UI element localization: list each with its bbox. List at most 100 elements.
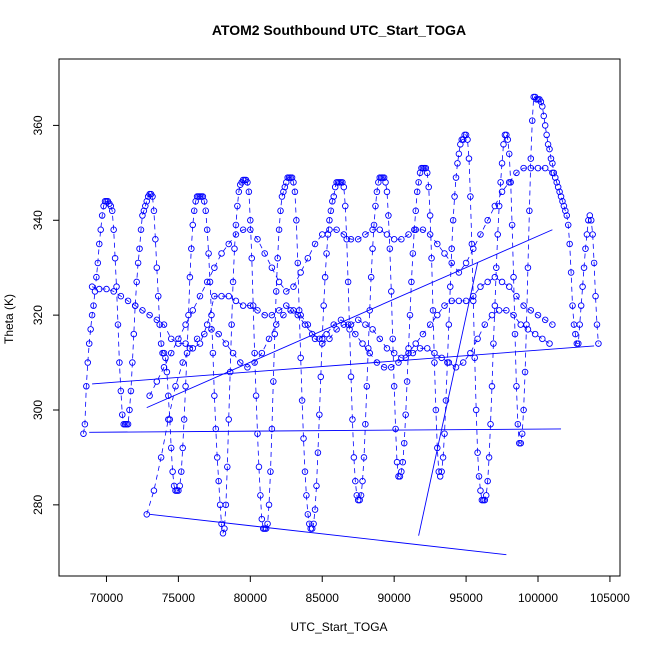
data-point (232, 231, 240, 238)
data-point (398, 235, 405, 243)
data-point (593, 321, 601, 328)
data-point (160, 364, 168, 371)
data-point (318, 335, 326, 343)
data-point (331, 183, 339, 191)
data-point (146, 392, 153, 400)
data-point (188, 245, 195, 252)
data-point (491, 302, 499, 309)
data-point (500, 141, 507, 148)
data-point (275, 226, 283, 234)
data-point (484, 217, 491, 224)
x-axis-label: UTC_Start_TOGA (290, 620, 387, 634)
data-point (271, 330, 279, 338)
data-point (439, 454, 447, 461)
data-point (595, 340, 602, 347)
data-point (495, 307, 503, 314)
data-point (317, 373, 325, 381)
data-point (426, 212, 434, 219)
data-point (553, 179, 560, 186)
data-point (329, 198, 336, 205)
data-point (274, 254, 281, 262)
data-point (180, 416, 188, 423)
data-point (116, 359, 123, 366)
data-point (402, 411, 409, 418)
data-point (457, 141, 464, 148)
data-point (281, 183, 289, 191)
data-point (347, 373, 355, 381)
data-point (178, 468, 185, 475)
data-point (549, 160, 556, 167)
data-point (511, 330, 519, 338)
data-point (316, 335, 323, 343)
data-point (441, 430, 448, 437)
data-point (493, 264, 500, 271)
data-point (306, 520, 313, 528)
data-point (175, 340, 182, 347)
data-point (229, 349, 237, 357)
data-point (390, 383, 398, 390)
x-tick-label: 80000 (234, 591, 268, 605)
data-point (239, 226, 247, 234)
data-point (130, 330, 138, 338)
data-point (510, 273, 517, 281)
data-point (467, 349, 474, 357)
fit-line (149, 513, 507, 556)
data-point (339, 179, 346, 186)
data-point (416, 345, 424, 352)
data-point (390, 235, 398, 243)
data-point (290, 283, 297, 290)
data-point (419, 330, 427, 338)
data-point (347, 321, 355, 328)
data-point (300, 435, 307, 442)
data-point (346, 326, 353, 333)
data-point (481, 496, 489, 504)
data-point (383, 231, 391, 238)
data-point (392, 425, 399, 433)
data-point (549, 169, 556, 177)
data-point (283, 179, 290, 186)
data-point (179, 444, 186, 452)
data-point (169, 468, 176, 475)
data-points (80, 93, 602, 537)
data-point (247, 226, 254, 234)
data-point (468, 240, 476, 248)
data-point (268, 264, 276, 271)
data-point (323, 330, 330, 338)
data-point (283, 302, 290, 309)
data-point (311, 506, 319, 513)
data-point (290, 307, 297, 314)
data-point (477, 487, 484, 494)
data-point (111, 254, 119, 262)
data-point (190, 207, 198, 215)
data-point (431, 349, 438, 357)
data-point (452, 174, 460, 181)
data-point (352, 330, 359, 338)
data-point (211, 292, 218, 300)
data-point (267, 468, 274, 475)
y-axis: 280 300 320 340 360 (31, 115, 59, 515)
data-point (527, 155, 535, 162)
data-point (294, 259, 302, 267)
data-point (477, 231, 484, 238)
data-point (487, 420, 494, 428)
data-point (287, 307, 294, 314)
data-point (520, 164, 527, 172)
data-point (375, 179, 382, 186)
data-point (337, 316, 345, 324)
data-point (167, 444, 175, 452)
data-point (488, 311, 496, 319)
data-point (405, 349, 412, 357)
data-point (413, 188, 421, 196)
data-point (81, 420, 89, 428)
data-point (311, 240, 319, 248)
data-point (390, 349, 398, 357)
data-point (471, 354, 478, 362)
data-point (239, 302, 247, 309)
data-point (146, 311, 153, 319)
x-axis: 70000 75000 80000 85000 90000 95000 100000 1050… (90, 576, 630, 605)
data-point (318, 231, 326, 238)
data-point (152, 235, 159, 243)
data-point (350, 454, 358, 461)
data-point (383, 188, 391, 196)
data-point (396, 473, 404, 480)
